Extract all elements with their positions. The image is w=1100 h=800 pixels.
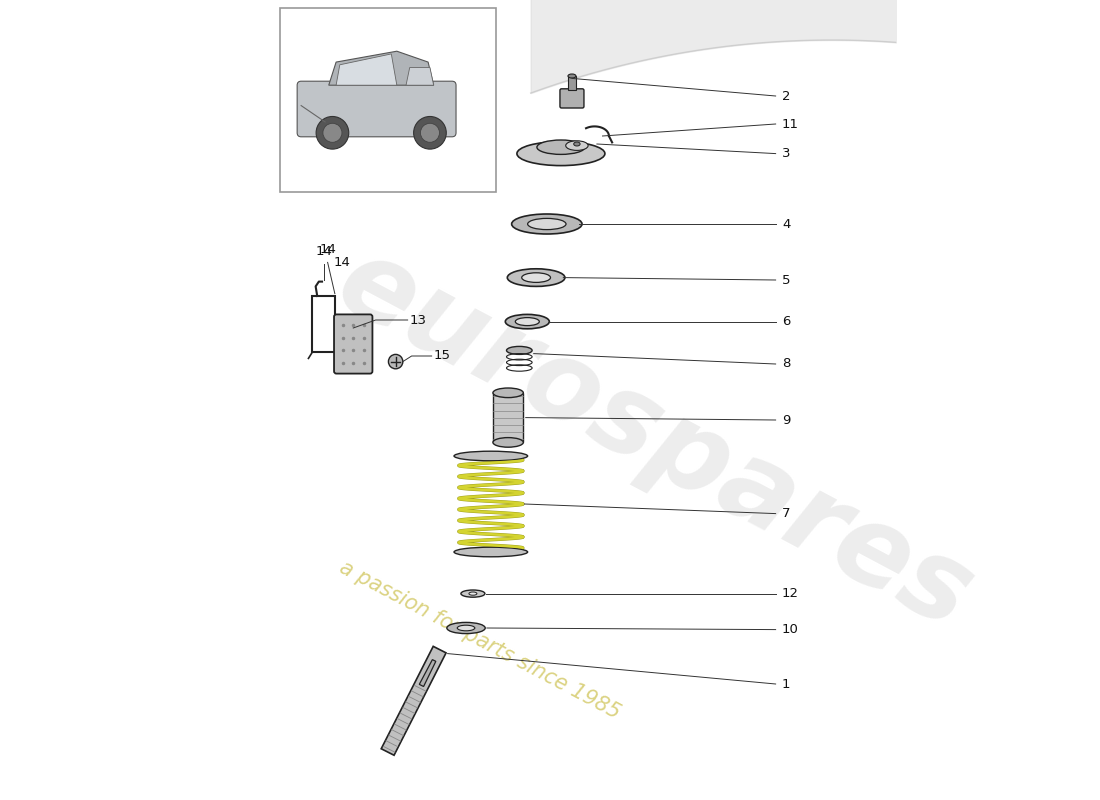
- Ellipse shape: [506, 346, 532, 354]
- Bar: [279, 8, 496, 192]
- Bar: [312, 296, 334, 352]
- Text: 14: 14: [316, 245, 332, 258]
- Ellipse shape: [493, 388, 524, 398]
- Text: 13: 13: [410, 314, 427, 326]
- Text: 1: 1: [782, 678, 791, 690]
- Text: 6: 6: [782, 315, 791, 328]
- Ellipse shape: [447, 622, 485, 634]
- Polygon shape: [406, 67, 433, 86]
- Text: 14: 14: [319, 243, 337, 256]
- Polygon shape: [337, 54, 397, 86]
- FancyBboxPatch shape: [560, 89, 584, 108]
- Circle shape: [420, 123, 440, 142]
- Text: 3: 3: [782, 147, 791, 160]
- Ellipse shape: [574, 142, 580, 146]
- Text: 12: 12: [782, 587, 799, 600]
- Polygon shape: [419, 660, 436, 686]
- Ellipse shape: [469, 592, 477, 595]
- Circle shape: [414, 117, 447, 149]
- Ellipse shape: [505, 314, 549, 329]
- Ellipse shape: [454, 547, 528, 557]
- Ellipse shape: [517, 142, 605, 166]
- Ellipse shape: [528, 218, 566, 230]
- Text: 14: 14: [334, 256, 351, 269]
- Text: 7: 7: [782, 507, 791, 520]
- Ellipse shape: [512, 214, 582, 234]
- Ellipse shape: [507, 269, 565, 286]
- Text: a passion for parts since 1985: a passion for parts since 1985: [336, 558, 624, 722]
- Bar: [493, 393, 524, 442]
- Ellipse shape: [454, 451, 528, 461]
- Text: eurospares: eurospares: [320, 228, 990, 652]
- Polygon shape: [382, 646, 447, 755]
- Ellipse shape: [515, 318, 539, 326]
- Ellipse shape: [461, 590, 485, 597]
- Text: 2: 2: [782, 90, 791, 102]
- Text: 8: 8: [782, 358, 791, 370]
- Text: 11: 11: [782, 118, 799, 130]
- Text: 5: 5: [782, 274, 791, 286]
- Text: 10: 10: [782, 623, 799, 636]
- FancyBboxPatch shape: [297, 81, 456, 137]
- Ellipse shape: [568, 74, 576, 78]
- Ellipse shape: [458, 626, 475, 630]
- Text: 15: 15: [434, 350, 451, 362]
- Circle shape: [323, 123, 342, 142]
- Ellipse shape: [565, 141, 588, 150]
- Circle shape: [316, 117, 349, 149]
- Ellipse shape: [537, 140, 585, 154]
- Ellipse shape: [521, 273, 550, 282]
- Bar: [568, 76, 576, 90]
- Circle shape: [388, 354, 403, 369]
- Polygon shape: [329, 51, 433, 86]
- Ellipse shape: [493, 438, 524, 447]
- Text: 4: 4: [782, 218, 791, 230]
- FancyBboxPatch shape: [334, 314, 373, 374]
- Text: 9: 9: [782, 414, 791, 426]
